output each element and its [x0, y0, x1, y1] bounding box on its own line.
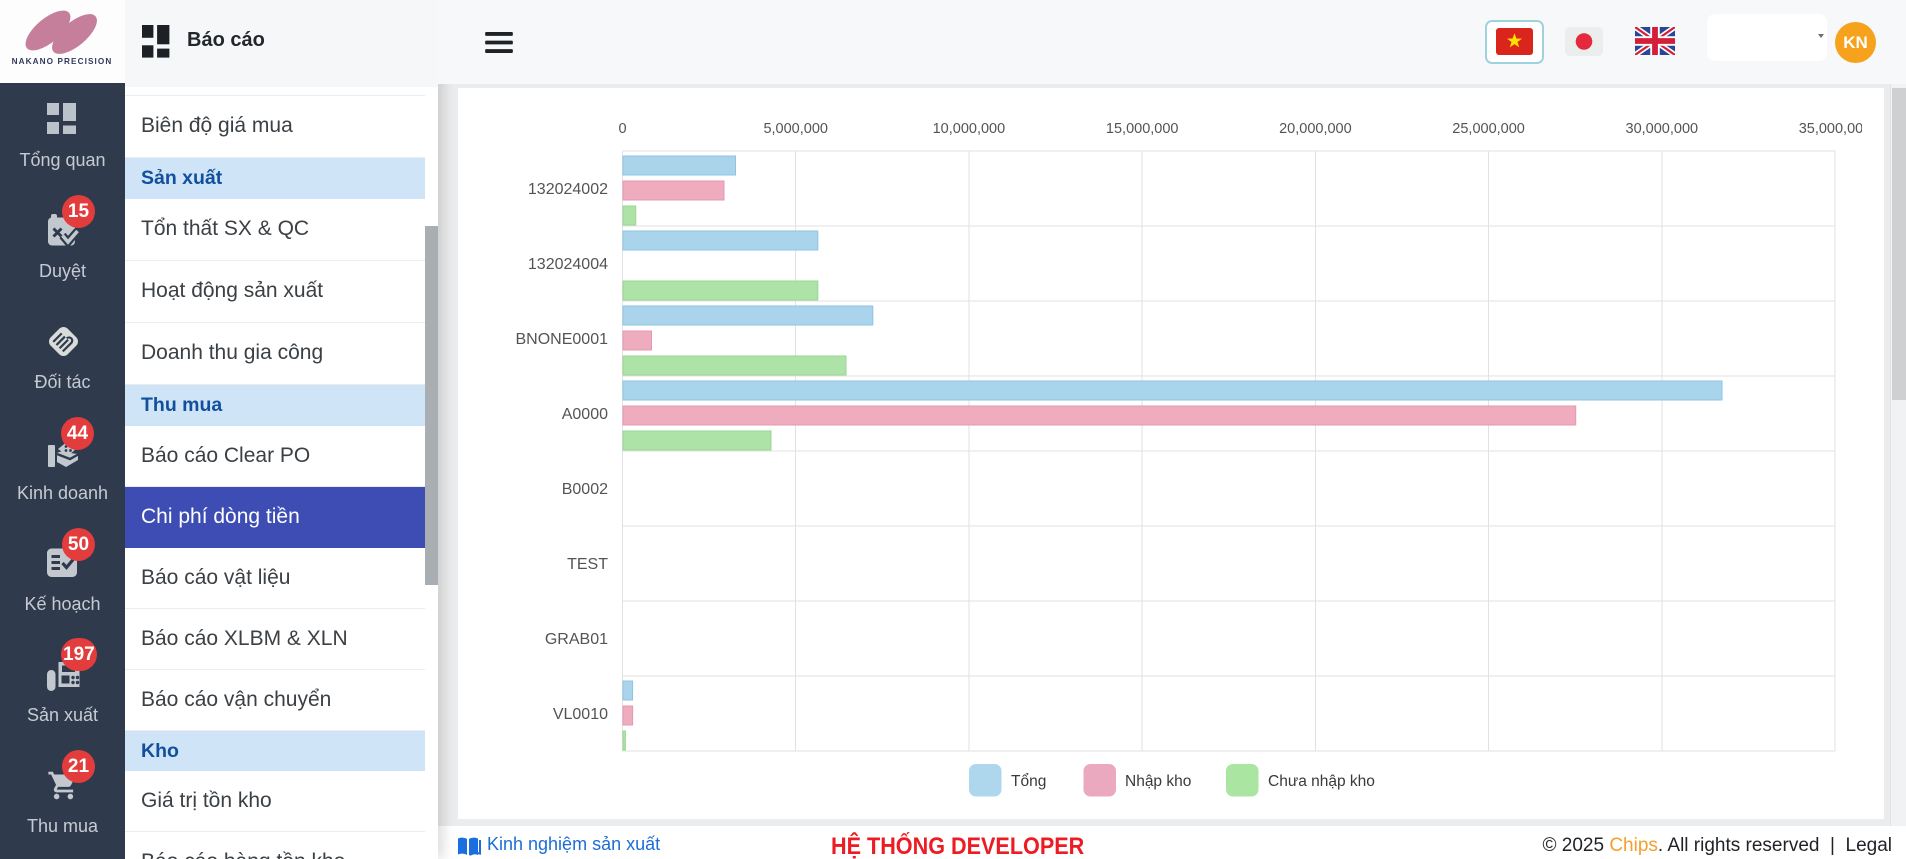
svg-text:GRAB01: GRAB01: [545, 631, 608, 648]
svg-text:Tổng: Tổng: [1011, 773, 1046, 790]
svg-text:132024002: 132024002: [528, 181, 608, 198]
svg-text:0: 0: [618, 121, 626, 137]
svg-text:VL0010: VL0010: [553, 706, 608, 723]
svg-text:B0002: B0002: [562, 481, 608, 498]
svg-text:132024004: 132024004: [528, 256, 608, 273]
svg-text:25,000,000: 25,000,000: [1452, 121, 1525, 137]
svg-text:35,000,000: 35,000,000: [1799, 121, 1862, 137]
svg-text:30,000,000: 30,000,000: [1626, 121, 1699, 137]
svg-text:BNONE0001: BNONE0001: [516, 331, 609, 348]
svg-text:10,000,000: 10,000,000: [933, 121, 1006, 137]
svg-text:Chưa nhập kho: Chưa nhập kho: [1268, 773, 1375, 790]
svg-text:15,000,000: 15,000,000: [1106, 121, 1179, 137]
svg-text:A0000: A0000: [562, 406, 608, 423]
svg-text:5,000,000: 5,000,000: [763, 121, 828, 137]
svg-text:TEST: TEST: [567, 556, 608, 573]
svg-text:20,000,000: 20,000,000: [1279, 121, 1352, 137]
svg-text:NAKANO PRECISION: NAKANO PRECISION: [12, 57, 113, 66]
svg-text:Nhập kho: Nhập kho: [1125, 773, 1191, 790]
